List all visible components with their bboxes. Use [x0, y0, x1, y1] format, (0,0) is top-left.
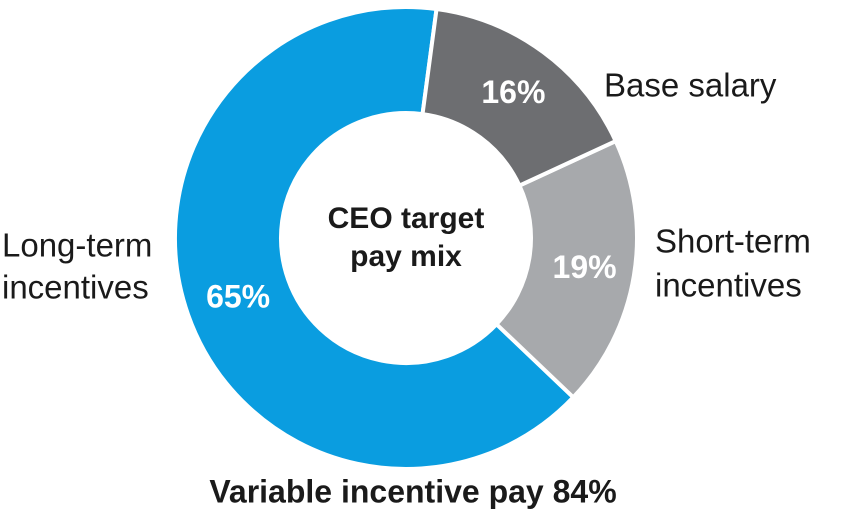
donut-slice: [493, 138, 639, 401]
category-label: Short-term: [655, 223, 811, 260]
donut-slice: [420, 6, 619, 189]
value-label: 65%: [206, 279, 270, 315]
center-label: CEO target: [328, 202, 485, 235]
value-label: 16%: [481, 74, 545, 110]
category-label: Base salary: [604, 67, 777, 104]
category-label: incentives: [655, 267, 802, 304]
category-label: Long-term: [2, 227, 152, 264]
footer: Variable incentive pay 84%: [209, 473, 616, 509]
center-label: pay mix: [350, 240, 462, 273]
category-label: incentives: [2, 269, 149, 306]
value-label: 19%: [553, 249, 617, 285]
donut-slice: [173, 5, 577, 471]
